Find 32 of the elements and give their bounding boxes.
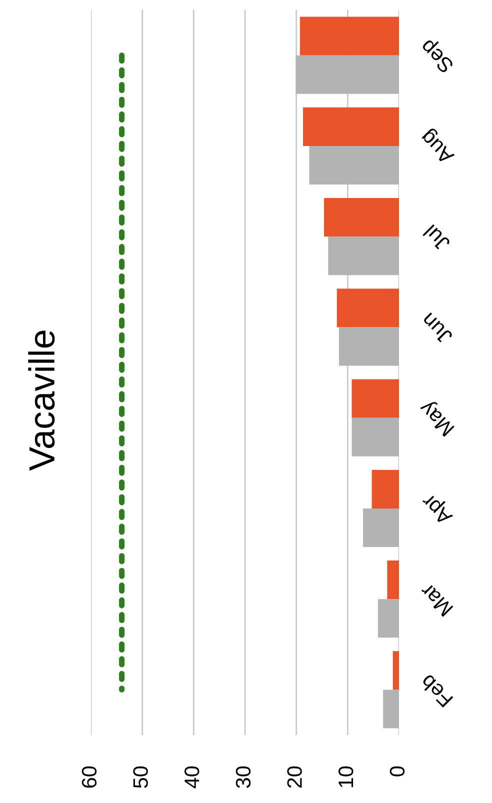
bar [392, 651, 399, 690]
x-tick-label: 50 [133, 766, 148, 788]
y-tick-label: Apr [420, 490, 456, 526]
bar [338, 327, 399, 366]
bar [387, 560, 399, 600]
y-tick-label: Aug [419, 126, 458, 166]
bar [352, 418, 399, 456]
bar [303, 107, 399, 146]
y-tick-label: May [418, 397, 458, 437]
bar [296, 55, 399, 94]
x-tick-label: 0 [390, 766, 405, 776]
text: Vacaville [28, 330, 55, 471]
bar [372, 470, 399, 508]
y-tick-label: Mar [419, 582, 454, 617]
bar [300, 16, 399, 56]
bar [328, 236, 399, 276]
y-tick-label: Jul [422, 224, 452, 253]
x-tick-label: 20 [287, 766, 302, 788]
x-tick-label: 10 [338, 766, 354, 788]
bar [336, 288, 399, 328]
y-tick-label: Sep [418, 36, 458, 74]
bar [378, 599, 399, 638]
y-tick-label: Feb [418, 674, 454, 708]
bar [383, 690, 399, 728]
x-tick-label: 60 [82, 766, 97, 788]
bar [324, 198, 399, 237]
bar [363, 508, 399, 547]
bar [352, 379, 399, 418]
y-tick-label: Jun [420, 312, 454, 346]
x-tick-label: 30 [236, 766, 251, 788]
x-tick-label: 40 [184, 766, 200, 788]
bar [309, 146, 399, 184]
